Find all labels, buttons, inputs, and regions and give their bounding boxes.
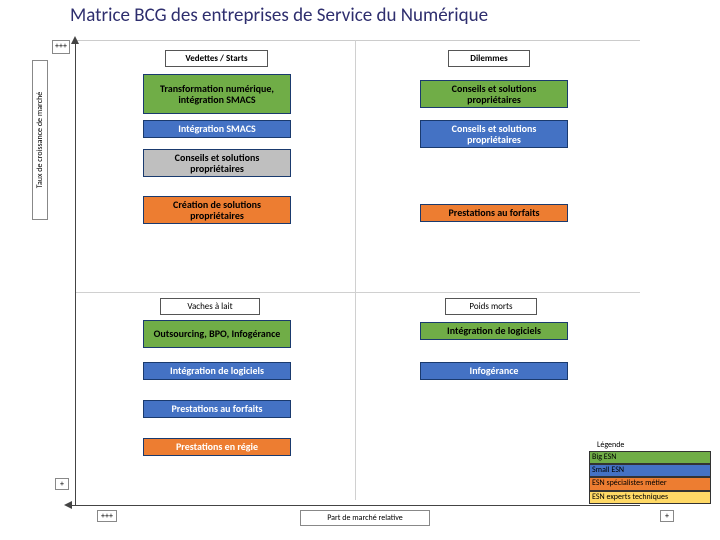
legend-item: ESN spécialistes métier xyxy=(589,477,711,490)
legend-item: Small ESN xyxy=(589,464,711,477)
quadrant-label-bl: Vaches à lait xyxy=(160,298,260,315)
x-axis-arrow xyxy=(64,501,72,509)
quadrant-label-tl: Vedettes / Starts xyxy=(165,50,268,67)
y-axis xyxy=(75,40,76,505)
legend: Légende Big ESNSmall ESNESN spécialistes… xyxy=(589,440,711,504)
matrix-box: Infogérance xyxy=(420,362,568,380)
matrix-box: Intégration de logiciels xyxy=(420,322,568,340)
x-axis-low-marker: + xyxy=(660,510,674,522)
y-axis-label: Taux de croissance de marché xyxy=(32,60,48,220)
matrix-box: Outsourcing, BPO, Infogérance xyxy=(143,320,291,348)
matrix-box: Conseils et solutions propriétaires xyxy=(143,149,291,177)
divider-horizontal xyxy=(75,292,640,293)
legend-title: Légende xyxy=(597,440,711,450)
y-axis-high-marker: +++ xyxy=(52,40,70,54)
y-axis-arrow xyxy=(71,36,79,44)
matrix-box: Transformation numérique, intégration SM… xyxy=(143,74,291,114)
divider-vertical xyxy=(355,40,356,500)
matrix-box: Création de solutions propriétaires xyxy=(143,196,291,224)
matrix-box: Intégration de logiciels xyxy=(143,362,291,380)
matrix-box: Prestations en régie xyxy=(143,438,291,456)
quadrant-label-tr: Dilemmes xyxy=(448,50,530,67)
y-axis-low-marker: + xyxy=(55,478,69,490)
x-axis-high-marker: +++ xyxy=(97,510,117,522)
matrix-box: Prestations au forfaits xyxy=(420,204,568,222)
quadrant-label-br: Poids morts xyxy=(445,298,537,315)
matrix-box: Intégration SMACS xyxy=(143,120,291,138)
matrix-box: Prestations au forfaits xyxy=(143,400,291,418)
matrix-box: Conseils et solutions propriétaires xyxy=(420,80,568,108)
matrix-box: Conseils et solutions propriétaires xyxy=(420,120,568,148)
legend-item: Big ESN xyxy=(589,451,711,464)
page-title: Matrice BCG des entreprises de Service d… xyxy=(70,4,488,27)
x-axis-label: Part de marché relative xyxy=(300,510,430,526)
x-axis xyxy=(70,505,640,506)
legend-item: ESN experts techniques xyxy=(589,491,711,504)
